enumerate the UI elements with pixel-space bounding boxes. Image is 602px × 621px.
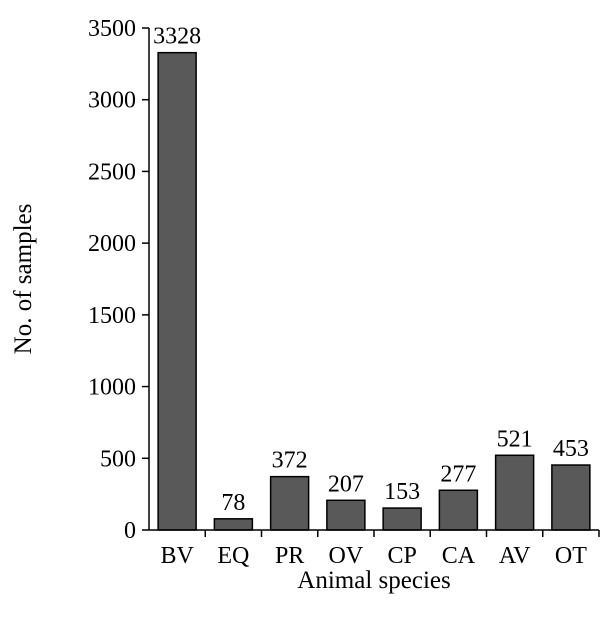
bar-ov — [326, 499, 366, 531]
y-tick-label: 1000 — [88, 375, 136, 401]
bar-bv — [157, 51, 197, 531]
data-label-ca: 277 — [440, 461, 476, 487]
x-tick-label-cp: CP — [387, 543, 416, 569]
y-tick-label: 2500 — [88, 159, 136, 185]
bar-ca — [438, 489, 479, 531]
bar-pr — [269, 475, 310, 531]
y-tick-label: 3500 — [88, 16, 136, 42]
data-label-av: 521 — [497, 426, 533, 452]
y-axis-ticks: 0 500 1000 1500 2000 2500 3000 3500 — [88, 16, 149, 544]
data-label-ov: 207 — [328, 471, 364, 497]
x-tick-label-ov: OV — [329, 543, 364, 569]
x-tick-label-pr: PR — [275, 543, 304, 569]
x-tick-label-bv: BV — [160, 543, 194, 569]
x-tick-label-av: AV — [499, 543, 531, 569]
data-label-pr: 372 — [272, 448, 308, 474]
y-tick-label: 0 — [124, 518, 136, 544]
bars: 3328 78 372 207 153 277 521 453 — [153, 24, 591, 531]
x-tick-label-ca: CA — [442, 543, 476, 569]
y-axis-title: No. of samples — [10, 204, 37, 355]
y-tick-label: 2000 — [88, 231, 136, 257]
data-label-eq: 78 — [221, 490, 245, 516]
data-label-cp: 153 — [384, 479, 420, 505]
data-label-ot: 453 — [553, 436, 589, 462]
y-tick-label: 1500 — [88, 303, 136, 329]
y-tick-label: 3000 — [88, 88, 136, 114]
x-tick-label-ot: OT — [555, 543, 587, 569]
x-axis-ticks: BV EQ PR OV CP CA AV OT — [160, 530, 600, 569]
bar-eq — [213, 518, 254, 531]
bar-av — [494, 454, 535, 531]
x-axis-title: Animal species — [297, 567, 450, 594]
data-label-bv: 3328 — [153, 24, 201, 50]
bar-ot — [551, 464, 591, 531]
y-tick-label: 500 — [100, 446, 136, 472]
bar-cp — [382, 507, 422, 531]
x-tick-label-eq: EQ — [217, 543, 249, 569]
